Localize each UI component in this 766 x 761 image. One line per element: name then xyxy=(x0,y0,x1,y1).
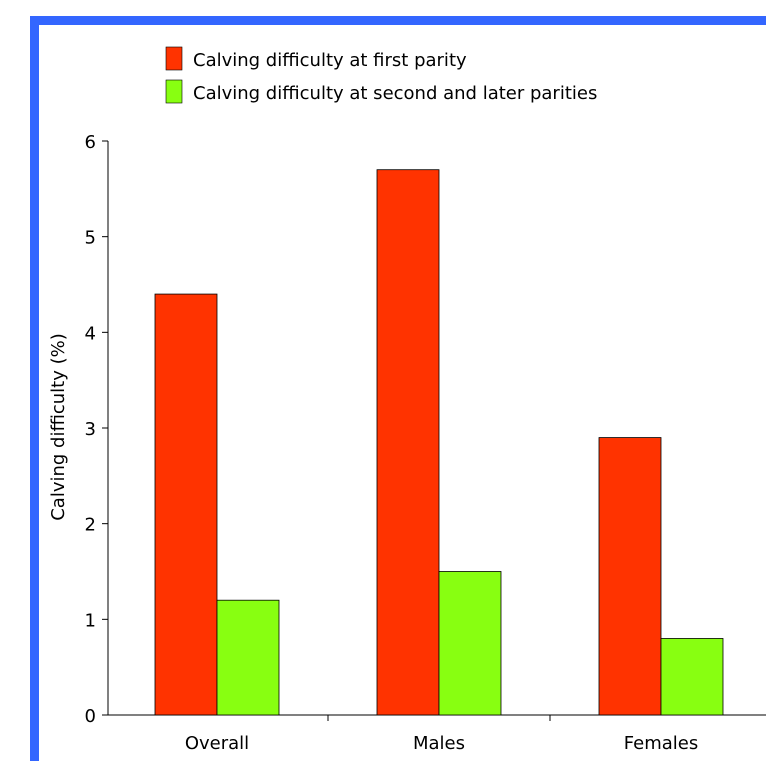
x-tick-label-overall: Overall xyxy=(185,733,249,754)
y-tick-label: 0 xyxy=(85,706,96,727)
x-ticks xyxy=(327,715,551,721)
bar-later-parities-overall xyxy=(216,599,280,716)
bar-first-parity-females xyxy=(598,437,662,716)
bar-later-parities-females xyxy=(660,638,724,716)
legend-label-later-parities: Calving difficulty at second and later p… xyxy=(193,83,597,104)
y-tick-label: 6 xyxy=(85,132,96,153)
legend-swatch-first-parity xyxy=(165,46,183,71)
x-tick-label-females: Females xyxy=(624,733,698,754)
frame-border-left xyxy=(30,16,39,761)
x-tick-label-males: Males xyxy=(413,733,465,754)
bar-first-parity-overall xyxy=(154,293,218,716)
legend-swatch-later-parities xyxy=(165,79,183,104)
y-ticks: 0 1 2 3 4 5 6 xyxy=(85,132,108,727)
y-tick-label: 5 xyxy=(85,228,96,249)
legend: Calving difficulty at first parity Calvi… xyxy=(165,46,597,104)
y-tick-label: 3 xyxy=(85,419,96,440)
y-axis-label: Calving difficulty (%) xyxy=(48,333,69,521)
y-tick-label: 4 xyxy=(85,323,96,344)
bar-first-parity-males xyxy=(376,169,440,716)
y-tick-label: 2 xyxy=(85,515,96,536)
legend-label-first-parity: Calving difficulty at first parity xyxy=(193,50,467,71)
bars xyxy=(154,169,724,716)
y-tick-label: 1 xyxy=(85,610,96,631)
frame-border-top xyxy=(30,16,766,25)
bar-later-parities-males xyxy=(438,571,502,716)
x-tick-labels: Overall Males Females xyxy=(185,733,698,754)
